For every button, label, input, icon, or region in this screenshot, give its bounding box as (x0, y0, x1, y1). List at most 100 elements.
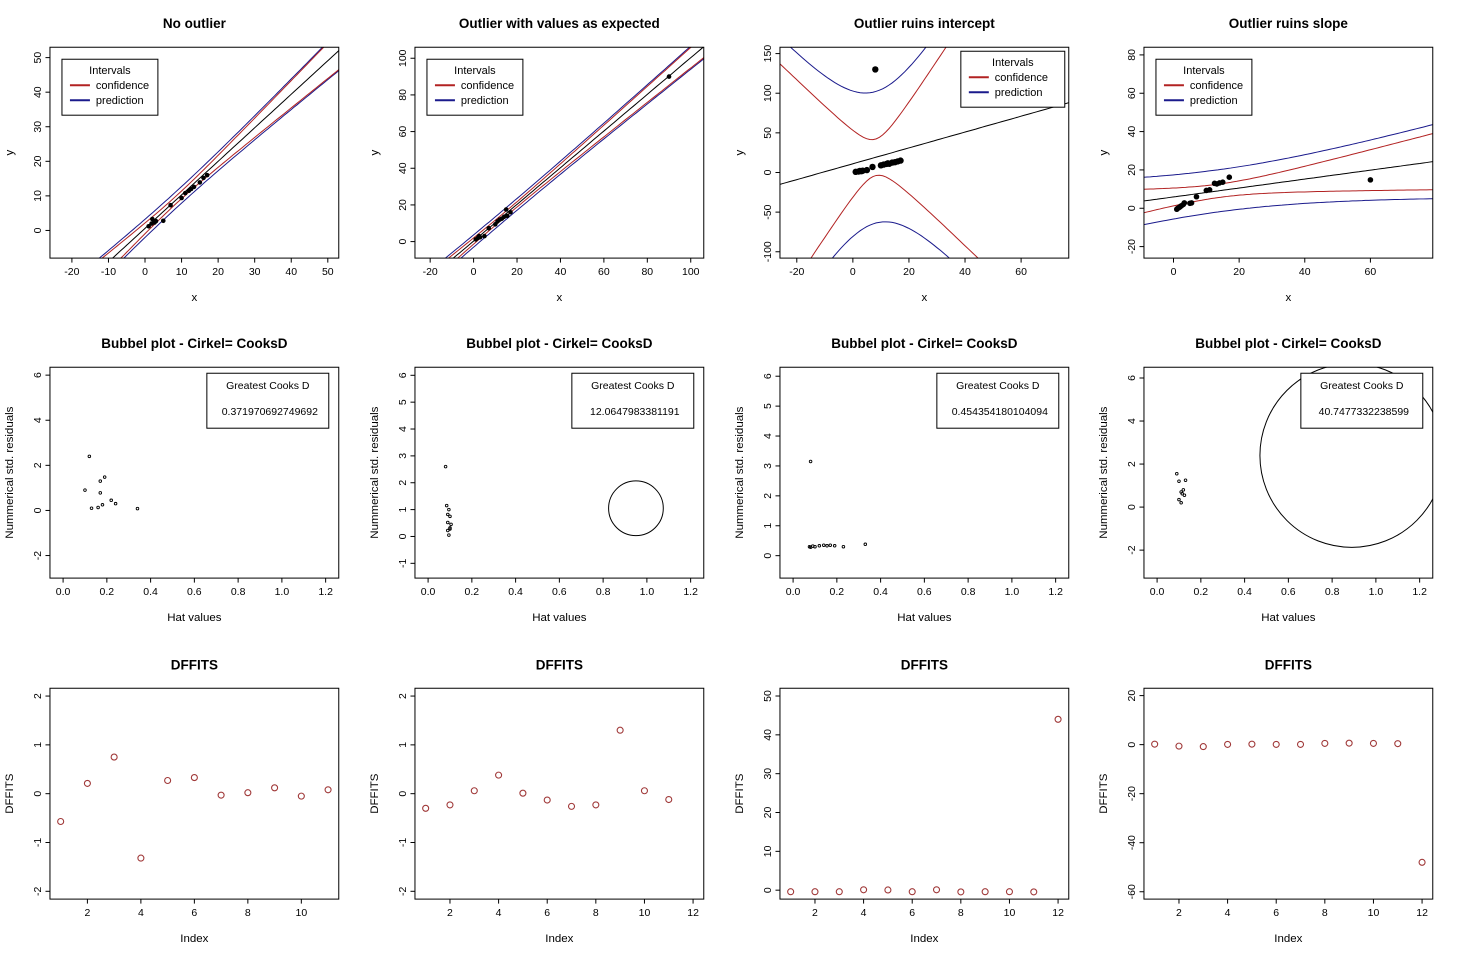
y-tick-label: 2 (762, 493, 773, 499)
panel-title: No outlier (163, 16, 227, 31)
data-point (160, 218, 166, 224)
y-tick-label: 80 (1127, 49, 1138, 61)
plot-box (49, 367, 340, 579)
x-tick-label: 4 (138, 908, 144, 919)
plot-box (414, 367, 705, 579)
y-tick-label: 0 (398, 534, 409, 540)
data-point (179, 195, 184, 201)
legend-item-label: confidence (96, 80, 149, 92)
data-point (503, 207, 509, 212)
plot-svg-outlier-expected: -20 0 20 40 60 80 100 0 20 40 60 80 100 Outlier with … (369, 16, 705, 304)
data-point (164, 776, 172, 784)
x-tick-label: 0.8 (960, 587, 975, 598)
data-point (421, 804, 429, 812)
plot-content (98, 47, 339, 259)
curve (1144, 124, 1434, 178)
y-tick-label: 2 (1127, 461, 1138, 467)
data-point (1220, 179, 1226, 185)
plot-svg-bubble-outlier-slope: 0.0 0.2 0.4 0.6 0.8 1.0 1.2 -2 0 2 4 6 Bubbel plot -… (1098, 337, 1434, 624)
data-point (1418, 858, 1426, 866)
y-tick-label: 20 (1127, 689, 1138, 701)
x-tick-label: 1.0 (639, 587, 654, 598)
plot-content (807, 460, 867, 550)
x-tick-label: 8 (245, 908, 251, 919)
plot-content (1151, 739, 1426, 866)
y-axis: 0 20 40 60 80 100 (398, 49, 415, 245)
y-tick-label: -60 (1127, 884, 1138, 899)
y-tick-label: 1 (33, 741, 44, 747)
data-point (1345, 739, 1353, 747)
x-tick-label: 10 (1368, 908, 1380, 919)
x-tick-label: 0 (1171, 267, 1177, 278)
x-tick-label: 2 (812, 908, 818, 919)
plot-content (1144, 124, 1434, 226)
panel-outlier-expected: -20 0 20 40 60 80 100 0 20 40 60 80 100 Outlier with … (365, 0, 730, 320)
plot-svg-dffits-outlier-slope: 2 4 6 8 10 12 -60 -40 -20 0 20 DFFITS Index DFFITS (1098, 657, 1434, 945)
y-tick-label: 4 (398, 426, 409, 432)
y-tick-label: 0 (1127, 504, 1138, 510)
curve (123, 70, 339, 259)
data-point (83, 779, 91, 787)
x-tick-label: 0 (470, 267, 476, 278)
legend-item-label: confidence (461, 80, 514, 92)
data-point (190, 773, 198, 781)
y-tick-label: 60 (398, 126, 409, 138)
data-point (446, 508, 451, 512)
y-axis: 0 10 20 30 40 50 (762, 690, 780, 893)
data-point (1029, 888, 1037, 896)
y-tick-label: 40 (398, 162, 409, 174)
legend-box (426, 58, 524, 116)
data-point (640, 786, 648, 794)
data-point (1367, 177, 1374, 183)
data-point (204, 172, 210, 178)
curve (1144, 198, 1434, 226)
plot-box (778, 367, 1069, 579)
data-point (445, 521, 450, 525)
x-axis: 2 4 6 8 10 12 (447, 898, 699, 919)
x-tick-label: 20 (903, 267, 915, 278)
x-tick-label: 0.6 (917, 587, 932, 598)
x-axis: 2 4 6 8 10 12 (1176, 898, 1428, 919)
legend-box (959, 50, 1065, 108)
panel-title: DFFITS (900, 657, 947, 672)
y-axis: -2 0 2 4 6 (33, 372, 50, 561)
curve (98, 47, 324, 259)
data-point (486, 225, 491, 231)
x-tick-label: 0.6 (1281, 587, 1296, 598)
y-tick-label: 40 (762, 729, 773, 741)
data-point (824, 544, 829, 548)
data-point (1054, 715, 1062, 723)
x-tick-label: 0.0 (421, 587, 436, 598)
y-tick-label: 1 (398, 507, 409, 513)
curve (789, 47, 926, 94)
legend-box (571, 373, 695, 430)
data-point (808, 460, 812, 464)
x-axis: 0.0 0.2 0.4 0.6 0.8 1.0 1.2 (56, 578, 333, 598)
y-axis-label: DFFITS (369, 773, 381, 814)
panel-title: Outlier ruins intercept (853, 16, 994, 31)
y-axis-label: y (4, 150, 16, 156)
cooksd-legend-value: 0.371970692749692 (222, 408, 318, 419)
y-tick-label: 100 (762, 84, 773, 102)
panel-title: DFFITS (1265, 657, 1312, 672)
x-tick-label: 4 (495, 908, 501, 919)
data-point (113, 502, 118, 506)
curve (1144, 189, 1434, 214)
panel-dffits-outlier-expected: 2 4 6 8 10 12 -2 -1 0 1 2 DFFITS Index DFFITS (365, 641, 730, 961)
y-axis-label: y (369, 150, 381, 156)
cooksd-legend-value: 0.454354180104094 (951, 408, 1047, 419)
plot-svg-outlier-ruins-intercept: -20 0 20 40 60 -100 -50 0 50 100 150 Outlier ruins … (733, 16, 1069, 304)
x-tick-label: 40 (285, 267, 297, 278)
x-axis: -20 0 20 40 60 80 100 (422, 258, 699, 278)
data-point (244, 788, 252, 796)
y-axis-label: DFFITS (733, 773, 745, 814)
y-tick-label: 50 (762, 127, 773, 139)
y-tick-label: -1 (398, 837, 409, 846)
x-tick-label: 0 (849, 267, 855, 278)
y-axis-label: Nummerical std. residuals (1098, 407, 1110, 539)
x-axis: 0.0 0.2 0.4 0.6 0.8 1.0 1.2 (1150, 578, 1427, 598)
data-point (87, 454, 92, 459)
x-tick-label: 20 (212, 267, 224, 278)
y-tick-label: 100 (398, 49, 409, 67)
x-tick-label: 50 (322, 267, 334, 278)
